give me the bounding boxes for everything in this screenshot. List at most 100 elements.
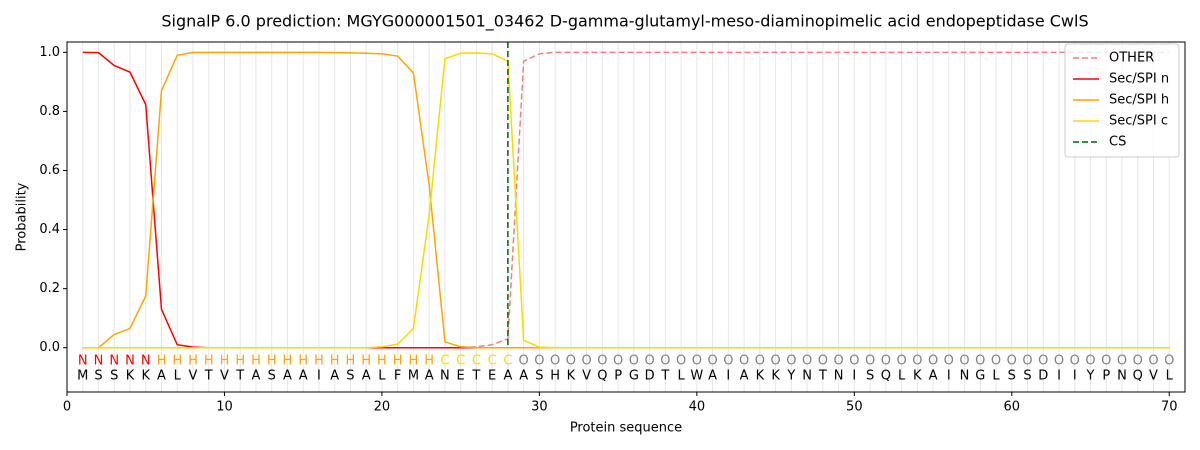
sequence-residue: E [488, 369, 496, 384]
residue-label: O [692, 354, 702, 369]
residue-label: O [613, 354, 623, 369]
series-line [82, 51, 1170, 349]
sequence-residue: K [913, 369, 922, 384]
sequence-residue: Y [786, 369, 795, 384]
sequence-residue: A [283, 369, 292, 384]
sequence-residue: N [960, 369, 970, 384]
x-tick-label: 10 [216, 400, 233, 415]
residue-label: O [739, 354, 749, 369]
sequence-residue: D [1038, 369, 1048, 384]
sequence-residue: E [457, 369, 465, 384]
residue-label: H [251, 354, 261, 369]
series-line [82, 52, 1170, 349]
sequence-residue: A [740, 369, 749, 384]
residue-label: N [125, 354, 135, 369]
sequence-residue: A [157, 369, 166, 384]
residue-label: O [597, 354, 607, 369]
residue-label: H [314, 354, 324, 369]
residue-label: O [833, 354, 843, 369]
sequence-residue: P [614, 369, 622, 384]
residue-label: H [346, 354, 356, 369]
legend-label: Sec/SPI h [1109, 93, 1169, 108]
sequence-residue: N [834, 369, 844, 384]
residue-label: O [1101, 354, 1111, 369]
residue-label: O [1085, 354, 1095, 369]
residue-label: O [645, 354, 655, 369]
sequence-residue: T [204, 369, 213, 384]
y-tick-label: 1.0 [39, 45, 60, 60]
y-tick-label: 0.4 [39, 222, 60, 237]
sequence-residue: S [1008, 369, 1016, 384]
residue-label: O [1164, 354, 1174, 369]
sequence-residue: N [802, 369, 812, 384]
sequence-residue: A [503, 369, 512, 384]
residue-label: H [409, 354, 419, 369]
sequence-residue: T [660, 369, 669, 384]
sequence-residue: A [362, 369, 371, 384]
sequence-residue: I [317, 369, 321, 384]
residue-label: C [440, 354, 449, 369]
y-tick-label: 0.2 [39, 281, 60, 296]
residue-label: H [393, 354, 403, 369]
residue-label: O [1022, 354, 1032, 369]
residue-label: O [534, 354, 544, 369]
residue-label: O [1117, 354, 1127, 369]
residue-label: N [94, 354, 104, 369]
residue-label: O [770, 354, 780, 369]
residue-label: O [1054, 354, 1064, 369]
residue-label: C [456, 354, 465, 369]
y-tick-label: 0.8 [39, 104, 60, 119]
sequence-residue: I [1073, 369, 1077, 384]
y-tick-label: 0.6 [39, 163, 60, 178]
sequence-residue: G [975, 369, 985, 384]
sequence-residue: S [1023, 369, 1031, 384]
sequence-residue: N [1117, 369, 1127, 384]
sequence-residue: T [471, 369, 480, 384]
sequence-residue: I [726, 369, 730, 384]
legend-box [1064, 43, 1180, 158]
sequence-residue: L [677, 369, 685, 384]
sequence-residue: P [1102, 369, 1110, 384]
legend-label: CS [1109, 135, 1126, 150]
residue-label: O [959, 354, 969, 369]
sequence-residue: L [174, 369, 182, 384]
x-axis-label: Protein sequence [570, 421, 682, 436]
sequence-residue: I [947, 369, 951, 384]
sequence-residue: G [629, 369, 639, 384]
residue-label: O [865, 354, 875, 369]
series-line [82, 51, 1170, 349]
residue-label: O [629, 354, 639, 369]
residue-label: O [849, 354, 859, 369]
sequence-residue: V [1149, 369, 1158, 384]
residue-label: O [991, 354, 1001, 369]
residue-label: H [204, 354, 214, 369]
legend-label: OTHER [1109, 51, 1154, 66]
residue-label: O [519, 354, 529, 369]
sequence-residue: W [690, 369, 703, 384]
sequence-residue: V [220, 369, 229, 384]
sequence-residue: T [235, 369, 244, 384]
residue-label: O [802, 354, 812, 369]
x-tick-label: 70 [1161, 400, 1178, 415]
residue-label: O [1007, 354, 1017, 369]
residue-label: H [283, 354, 293, 369]
x-tick-label: 0 [63, 400, 71, 415]
sequence-residue: H [550, 369, 560, 384]
residue-label: O [928, 354, 938, 369]
sequence-residue: Y [1086, 369, 1095, 384]
sequence-residue: S [110, 369, 118, 384]
sequence-residue: N [440, 369, 450, 384]
sequence-residue: A [708, 369, 717, 384]
series-line [82, 51, 1170, 349]
residue-label: O [723, 354, 733, 369]
residue-label: H [377, 354, 387, 369]
axes-frame [66, 41, 1186, 393]
x-tick-label: 40 [689, 400, 706, 415]
x-tick-label: 20 [374, 400, 391, 415]
sequence-residue: A [425, 369, 434, 384]
residue-label: C [472, 354, 481, 369]
residue-label: N [141, 354, 151, 369]
residue-label: N [109, 354, 119, 369]
residue-label: C [503, 354, 512, 369]
